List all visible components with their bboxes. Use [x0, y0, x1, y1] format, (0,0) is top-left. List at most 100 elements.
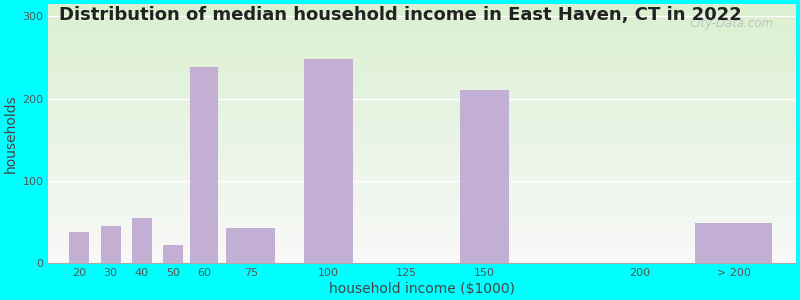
Bar [48, 55, 796, 56]
Bar [101, 226, 121, 263]
Bar [48, 195, 796, 196]
Bar [48, 24, 796, 25]
Bar [48, 104, 796, 105]
Bar [48, 49, 796, 50]
Bar [48, 149, 796, 150]
Bar [48, 202, 796, 203]
Bar [48, 110, 796, 111]
Bar [48, 50, 796, 51]
X-axis label: household income ($1000): household income ($1000) [329, 282, 515, 296]
Bar [48, 48, 796, 49]
Bar [48, 27, 796, 28]
Bar [48, 80, 796, 81]
Bar [48, 41, 796, 42]
Bar [48, 236, 796, 237]
Bar [48, 11, 796, 12]
Bar [48, 151, 796, 152]
Bar [48, 139, 796, 140]
Bar [48, 39, 796, 40]
Bar [48, 188, 796, 189]
Bar [48, 168, 796, 169]
Bar [48, 124, 796, 125]
Bar [48, 201, 796, 202]
Bar [48, 211, 796, 212]
Bar [48, 40, 796, 41]
Bar [48, 157, 796, 158]
Bar [48, 90, 796, 91]
Bar [48, 25, 796, 26]
Bar [48, 100, 796, 101]
Bar [48, 16, 796, 17]
Bar [48, 144, 796, 145]
Bar [48, 9, 796, 10]
Bar [48, 33, 796, 34]
Bar [48, 99, 796, 100]
Bar [48, 86, 796, 87]
Bar [48, 118, 796, 119]
Bar [48, 66, 796, 67]
Bar [48, 73, 796, 74]
Bar [48, 223, 796, 224]
Bar [48, 114, 796, 115]
Bar [48, 78, 796, 79]
Bar [48, 129, 796, 130]
Bar [48, 170, 796, 171]
Bar [48, 79, 796, 80]
Bar [48, 132, 796, 133]
Y-axis label: households: households [4, 94, 18, 173]
Bar [48, 71, 796, 72]
Bar [48, 159, 796, 160]
Bar [48, 164, 796, 165]
Bar [48, 147, 796, 148]
Bar [48, 173, 796, 174]
Bar [48, 241, 796, 242]
Bar [48, 181, 796, 182]
Bar [48, 204, 796, 205]
Bar [48, 143, 796, 144]
Bar [48, 165, 796, 166]
Bar [48, 184, 796, 185]
Bar [48, 190, 796, 191]
Bar [48, 228, 796, 229]
Bar [48, 111, 796, 112]
Bar [48, 128, 796, 129]
Bar [48, 212, 796, 213]
Bar [48, 214, 796, 215]
Bar [48, 38, 796, 39]
Bar [48, 60, 796, 61]
Bar [48, 187, 796, 188]
Bar [48, 218, 796, 219]
Bar [48, 138, 796, 139]
Bar [48, 198, 796, 199]
Text: Distribution of median household income in East Haven, CT in 2022: Distribution of median household income … [58, 6, 742, 24]
Bar [48, 112, 796, 113]
Bar [132, 218, 152, 263]
Bar [48, 217, 796, 218]
Bar [48, 17, 796, 18]
Bar [48, 103, 796, 104]
Bar [48, 14, 796, 15]
Bar [48, 255, 796, 256]
Bar [48, 20, 796, 21]
Bar [48, 226, 796, 227]
Bar [48, 155, 796, 156]
Bar [48, 225, 796, 226]
Bar [48, 239, 796, 240]
Bar [48, 199, 796, 200]
Bar [48, 150, 796, 151]
Bar [48, 119, 796, 120]
Bar [48, 4, 796, 5]
Bar [48, 135, 796, 136]
Bar [48, 115, 796, 116]
Bar [48, 43, 796, 44]
Bar [48, 13, 796, 14]
Bar [48, 83, 796, 84]
Bar [48, 65, 796, 66]
Bar [48, 67, 796, 68]
Bar [48, 250, 796, 251]
Bar [48, 191, 796, 192]
Bar [48, 62, 796, 63]
Bar [48, 95, 796, 96]
Bar [48, 231, 796, 232]
Bar [48, 37, 796, 38]
